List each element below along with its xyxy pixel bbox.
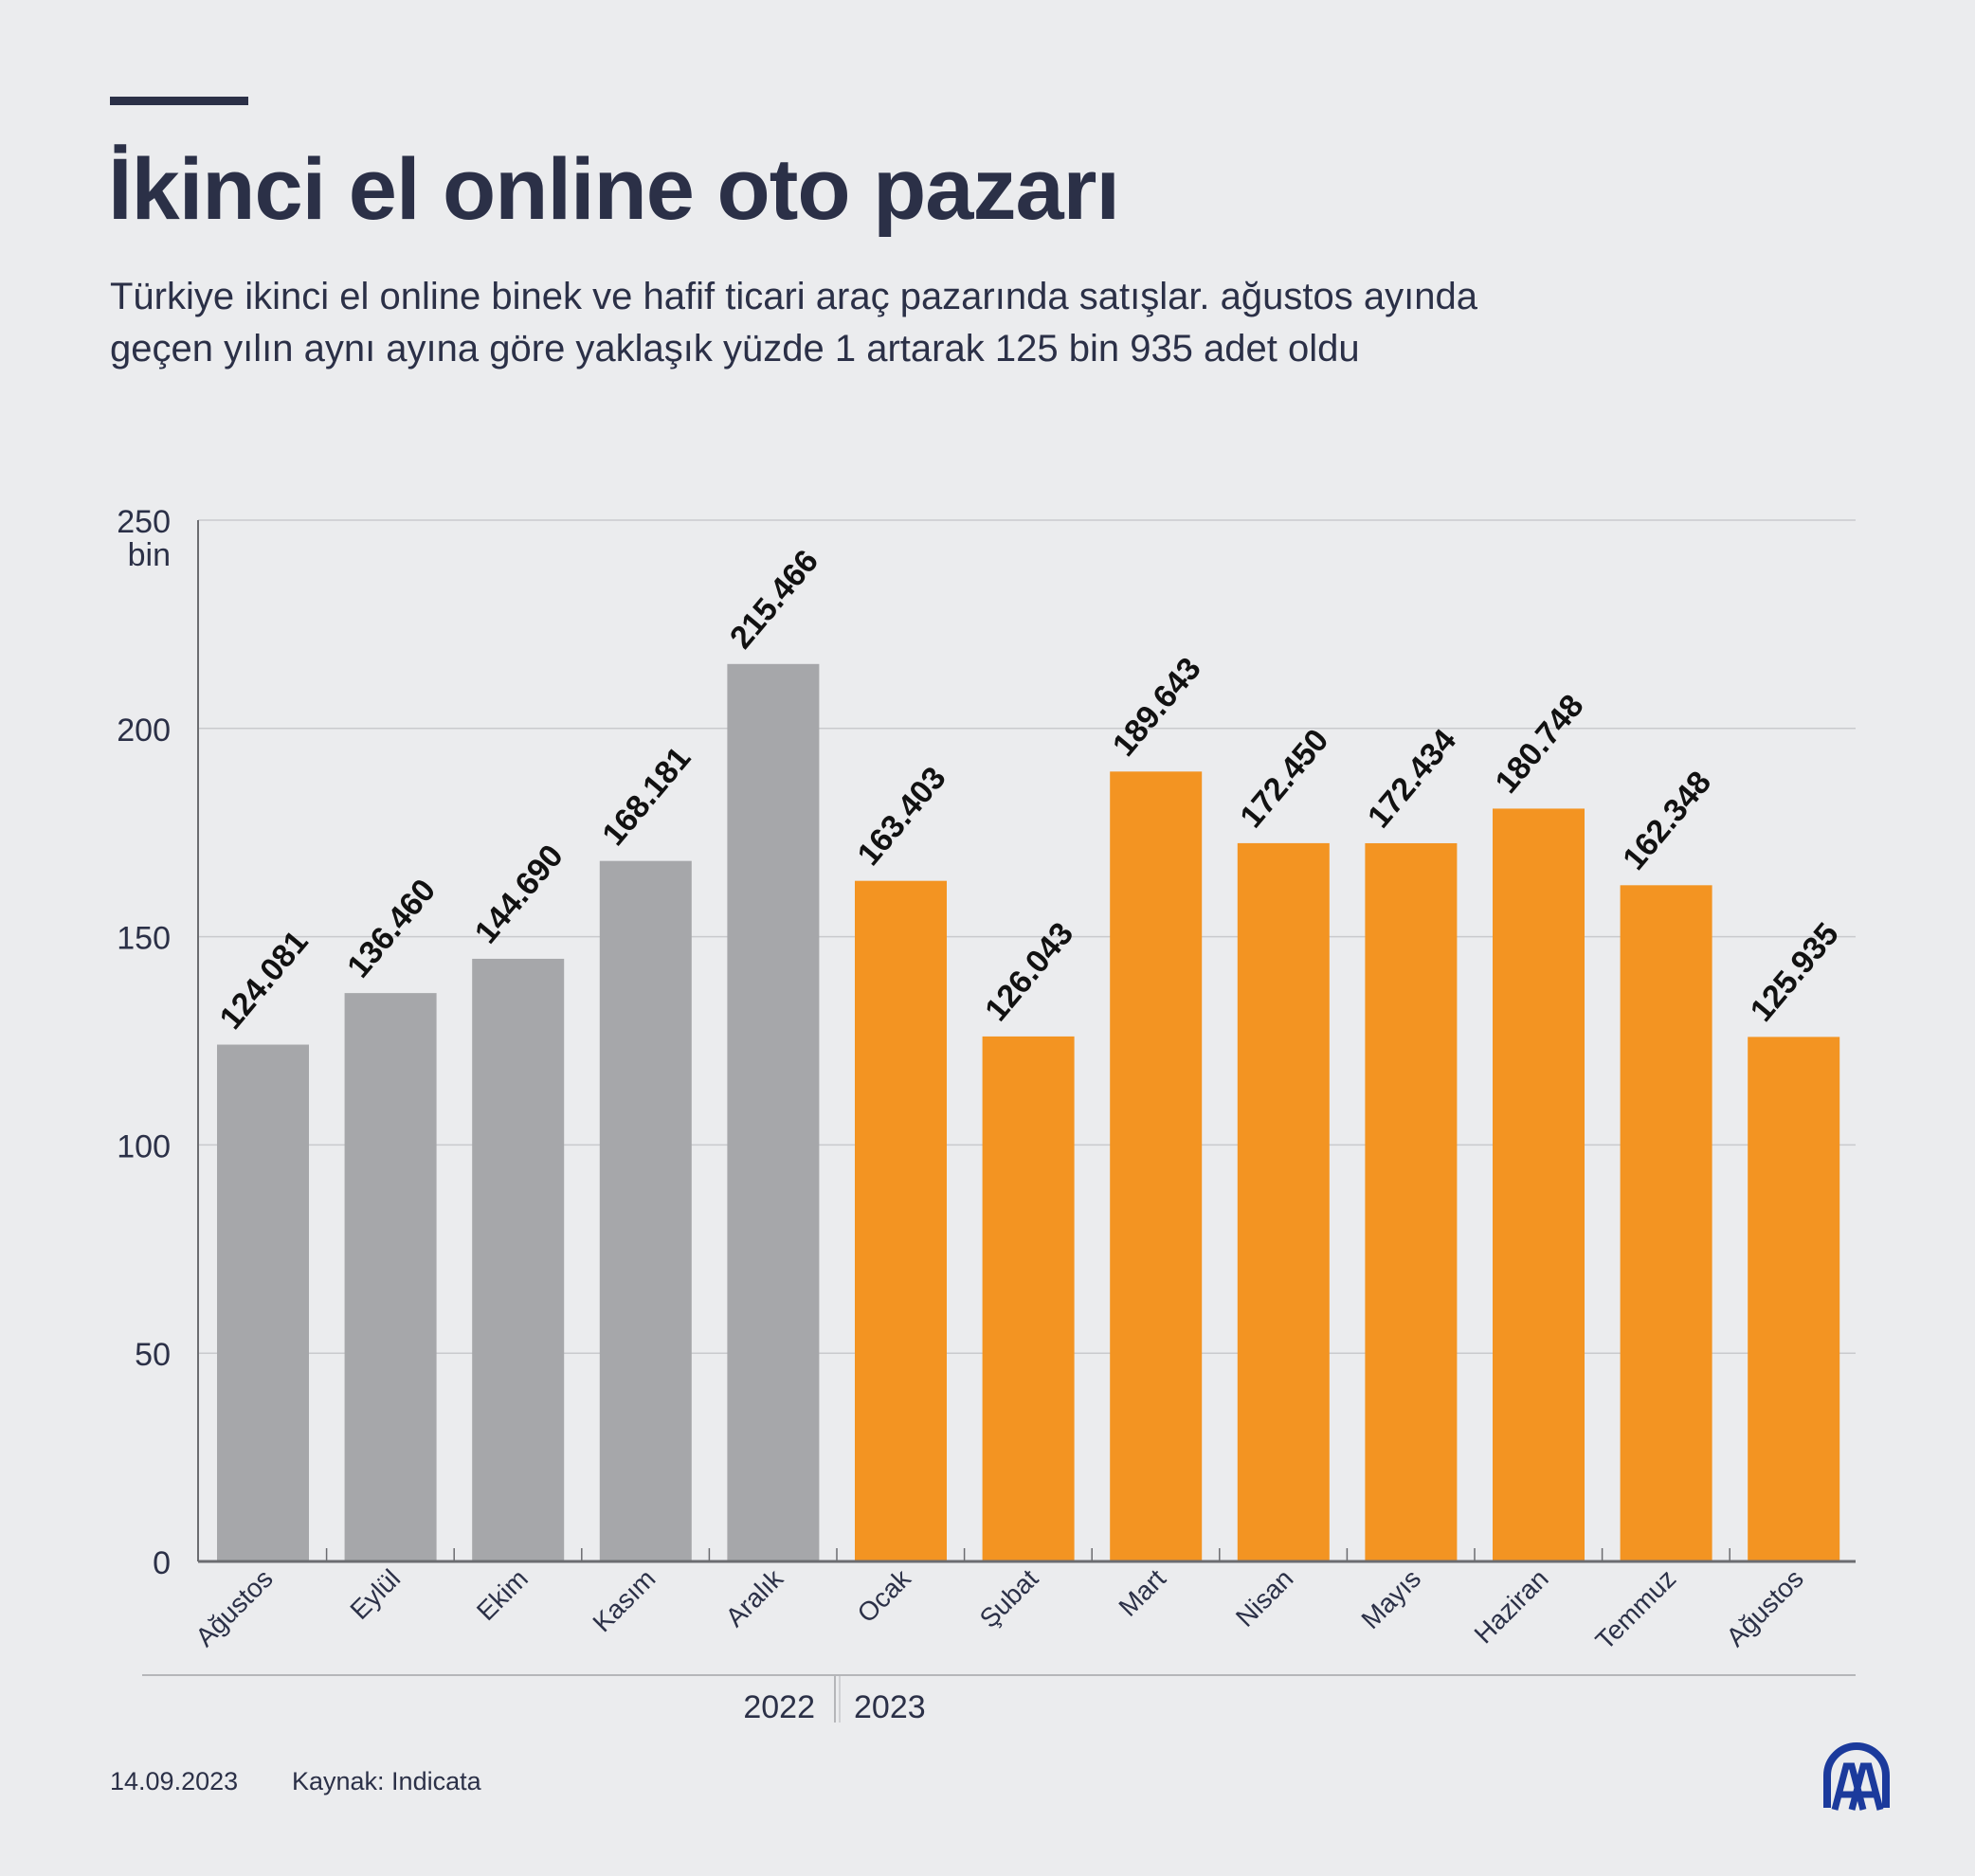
data-label: 144.690 [468,839,571,951]
bar [217,1044,309,1561]
x-tick-label: Mayıs [1355,1563,1426,1634]
data-label: 168.181 [595,740,698,853]
bar [727,663,820,1561]
subtitle: Türkiye ikinci el online binek ve hafif … [110,271,1816,375]
bar [1110,771,1203,1561]
footer-date: 14.09.2023 [110,1767,239,1795]
page-title: İkinci el online oto pazarı [108,141,1120,238]
bar [1493,808,1585,1561]
x-tick-label: Temmuz [1590,1563,1682,1655]
x-tick-label: Şubat [974,1563,1044,1633]
aa-logo [1823,1742,1890,1811]
x-tick-label: Ağustos [190,1563,278,1651]
data-label: 215.466 [723,543,825,656]
bar [1748,1037,1840,1561]
x-tick-label: Ağustos [1720,1563,1808,1651]
data-label: 124.081 [213,924,316,1037]
data-label: 162.348 [1616,765,1718,877]
y-tick-label: 150 [117,921,171,957]
data-label: 172.434 [1361,722,1463,835]
title-accent-bar [110,97,248,105]
bar [1237,842,1330,1561]
data-label: 189.643 [1106,651,1208,764]
bar [1365,842,1458,1561]
data-label: 180.748 [1489,688,1591,801]
y-tick-label: 50 [135,1337,171,1373]
year-label-2022: 2022 [743,1689,815,1725]
y-tick-label: 100 [117,1128,171,1164]
bar [344,993,437,1561]
data-label: 126.043 [978,915,1080,1028]
data-label: 125.935 [1744,916,1846,1029]
y-tick-label: 200 [117,713,171,749]
subtitle-line-1: Türkiye ikinci el online binek ve hafif … [110,276,1477,317]
data-label: 163.403 [851,760,953,873]
subtitle-line-2: geçen yılın aynı ayına göre yaklaşık yüz… [110,328,1360,370]
bar [855,880,947,1561]
x-tick-label: Eylül [344,1563,406,1625]
bar [599,860,692,1561]
y-tick-label: 0 [153,1545,171,1581]
bar [1620,885,1712,1561]
data-label: 136.460 [340,873,443,985]
year-label-2023: 2023 [854,1689,926,1725]
x-tick-label: Haziran [1469,1563,1554,1649]
x-tick-label: Mart [1113,1563,1171,1622]
x-tick-label: Aralık [720,1563,789,1632]
x-tick-label: Ekim [471,1563,534,1626]
data-label: 172.450 [1233,722,1335,835]
x-tick-label: Kasım [588,1563,661,1637]
x-tick-label: Nisan [1230,1563,1299,1632]
y-tick-label: 250 [117,504,171,540]
footer-source: Kaynak: Indicata [292,1767,481,1795]
bar [982,1036,1075,1561]
bar [472,958,565,1561]
y-unit-label: bin [128,537,171,573]
x-tick-label: Ocak [852,1563,917,1629]
